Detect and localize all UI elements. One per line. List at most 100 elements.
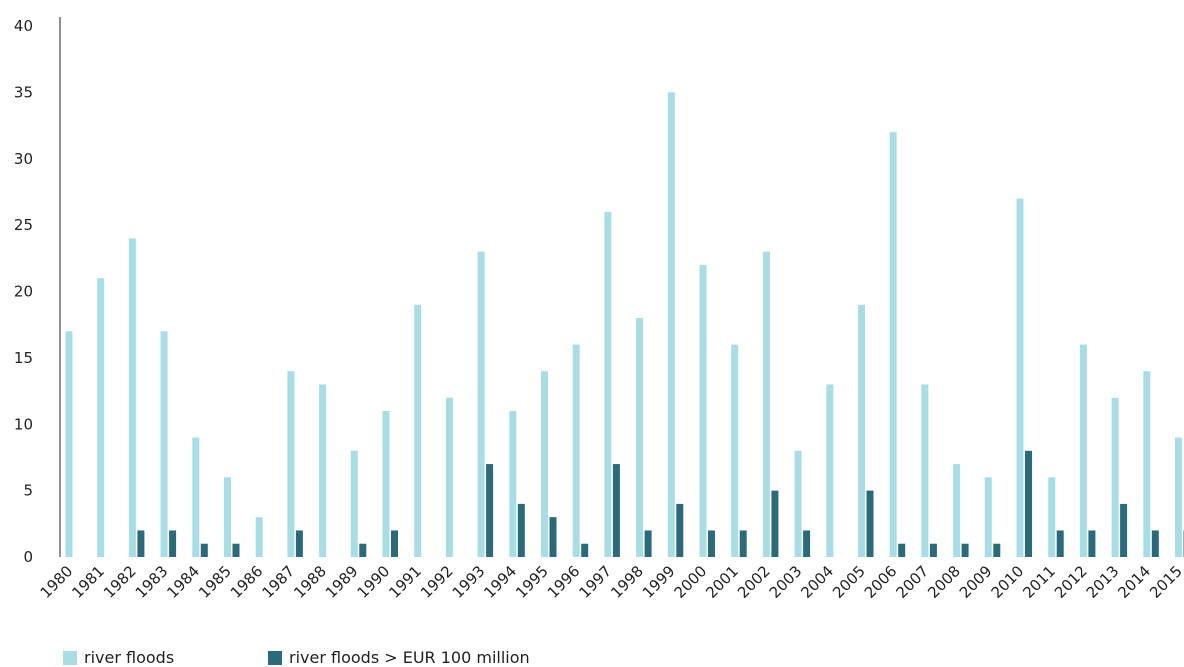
y-tick-label: 40 — [14, 17, 33, 35]
bar-river-floods — [700, 265, 707, 557]
x-tick-label: 2001 — [702, 562, 742, 602]
x-tick-label: 2004 — [797, 562, 837, 602]
y-tick-label: 5 — [23, 482, 33, 500]
bar-river-floods-large — [1057, 530, 1064, 557]
y-tick-label: 15 — [14, 349, 33, 367]
x-tick-label: 1992 — [417, 562, 457, 602]
legend-item-river-floods-large: river floods > EUR 100 million — [268, 648, 530, 667]
x-tick-label: 1981 — [68, 562, 108, 602]
bar-river-floods — [1080, 345, 1087, 557]
bar-river-floods — [604, 212, 611, 557]
bar-river-floods-large — [740, 530, 747, 557]
bar-river-floods — [351, 451, 358, 557]
x-tick-label: 2002 — [734, 562, 774, 602]
bar-river-floods — [414, 305, 421, 557]
legend-label-river-floods-large: river floods > EUR 100 million — [289, 648, 530, 667]
bar-river-floods-large — [930, 544, 937, 557]
legend: river floods river floods > EUR 100 mill… — [0, 648, 1184, 666]
bar-river-floods-large — [1025, 451, 1032, 557]
bar-river-floods-large — [803, 530, 810, 557]
x-tick-label: 1987 — [258, 562, 298, 602]
bar-river-floods — [731, 345, 738, 557]
bar-river-floods — [1143, 371, 1150, 557]
bar-river-floods-large — [1152, 530, 1159, 557]
bar-river-floods — [636, 318, 643, 557]
bar-river-floods — [541, 371, 548, 557]
bar-river-floods — [953, 464, 960, 557]
legend-label-river-floods: river floods — [84, 648, 174, 667]
x-tick-label: 1983 — [132, 562, 172, 602]
bar-river-floods — [921, 384, 928, 557]
bar-river-floods-large — [486, 464, 493, 557]
x-tick-label: 1990 — [354, 562, 394, 602]
x-tick-label: 2005 — [829, 562, 869, 602]
bar-river-floods — [97, 278, 104, 557]
bar-river-floods — [319, 384, 326, 557]
bar-river-floods-large — [1120, 504, 1127, 557]
bars — [66, 92, 1184, 557]
x-tick-label: 1980 — [37, 562, 77, 602]
bar-river-floods-large — [201, 544, 208, 557]
bar-river-floods-large — [867, 491, 874, 557]
bar-river-floods — [192, 438, 199, 557]
bar-river-floods-large — [708, 530, 715, 557]
legend-swatch-river-floods — [63, 651, 77, 665]
bar-river-floods-large — [550, 517, 557, 557]
bar-river-floods — [256, 517, 263, 557]
x-tick-label: 1991 — [385, 562, 425, 602]
x-tick-label: 1984 — [163, 562, 203, 602]
x-tick-label: 2014 — [1114, 562, 1154, 602]
bar-river-floods — [66, 331, 73, 557]
bar-river-floods — [383, 411, 390, 557]
x-tick-label: 1986 — [227, 562, 267, 602]
bar-river-floods — [509, 411, 516, 557]
bar-river-floods — [1175, 438, 1182, 557]
x-tick-label: 2006 — [861, 562, 901, 602]
bar-river-floods-large — [1088, 530, 1095, 557]
x-tick-label: 2008 — [924, 562, 964, 602]
x-tick-label: 1993 — [449, 562, 489, 602]
bar-river-floods-large — [518, 504, 525, 557]
bar-river-floods-large — [771, 491, 778, 557]
x-tick-label: 2015 — [1146, 562, 1184, 602]
x-tick-label: 2007 — [892, 562, 932, 602]
y-tick-label: 0 — [23, 548, 33, 566]
bar-river-floods-large — [645, 530, 652, 557]
y-tick-label: 25 — [14, 216, 33, 234]
bar-river-floods — [985, 477, 992, 557]
x-tick-label: 1996 — [544, 562, 584, 602]
legend-item-river-floods: river floods — [63, 648, 174, 667]
bar-river-floods — [478, 252, 485, 557]
bar-river-floods — [446, 398, 453, 557]
bar-river-floods — [826, 384, 833, 557]
x-tick-label: 1988 — [290, 562, 330, 602]
x-tick-label: 1997 — [575, 562, 615, 602]
bar-river-floods — [668, 92, 675, 557]
bar-river-floods — [161, 331, 168, 557]
bar-river-floods — [287, 371, 294, 557]
x-tick-label: 1994 — [480, 562, 520, 602]
y-tick-label: 20 — [14, 283, 33, 301]
bar-river-floods-large — [233, 544, 240, 557]
x-tick-label: 2000 — [671, 562, 711, 602]
bar-river-floods — [224, 477, 231, 557]
y-tick-label: 30 — [14, 150, 33, 168]
bar-river-floods-large — [359, 544, 366, 557]
bar-river-floods-large — [613, 464, 620, 557]
bar-river-floods-large — [581, 544, 588, 557]
bar-river-floods-large — [296, 530, 303, 557]
x-tick-label: 2013 — [1083, 562, 1123, 602]
bar-river-floods — [858, 305, 865, 557]
bar-river-floods — [763, 252, 770, 557]
y-tick-label: 10 — [14, 415, 33, 433]
x-axis: 1980198119821983198419851986198719881989… — [37, 562, 1184, 602]
bar-river-floods — [129, 238, 136, 557]
x-tick-label: 2011 — [1019, 562, 1059, 602]
x-tick-label: 1989 — [322, 562, 362, 602]
bar-river-floods — [795, 451, 802, 557]
bar-river-floods — [1112, 398, 1119, 557]
bar-river-floods-large — [137, 530, 144, 557]
bar-river-floods-large — [898, 544, 905, 557]
